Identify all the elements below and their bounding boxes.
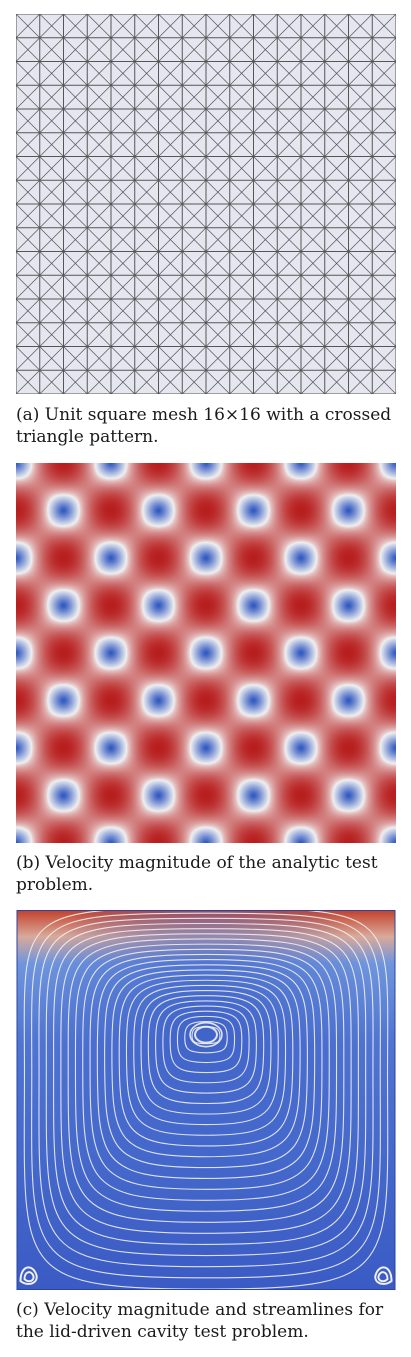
velocity-field-plot (16, 463, 396, 843)
figure-a (16, 14, 396, 394)
caption-c: (c) Velocity magnitude and streamlines f… (16, 1299, 396, 1343)
caption-b: (b) Velocity magnitude of the analytic t… (16, 852, 396, 896)
mesh-lines (16, 14, 396, 394)
mesh-plot (16, 14, 396, 394)
cavity-plot (16, 910, 396, 1290)
figure-c (16, 910, 396, 1291)
figure-b (16, 463, 396, 844)
caption-a: (a) Unit square mesh 16×16 with a crosse… (16, 404, 396, 448)
